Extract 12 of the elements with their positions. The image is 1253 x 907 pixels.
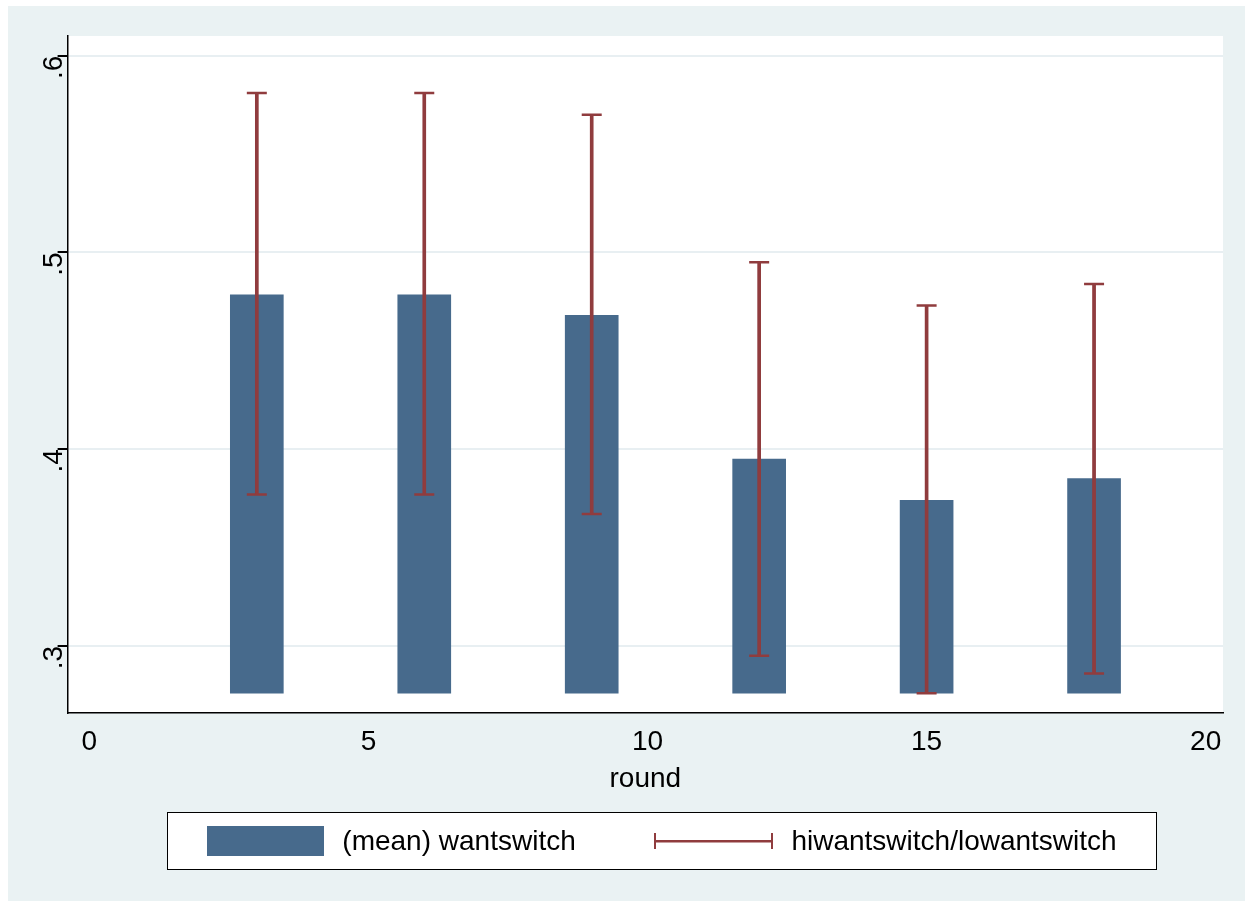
x-tick-label: 5 xyxy=(360,725,377,757)
legend-label: hiwantswitch/lowantswitch xyxy=(791,825,1117,857)
y-tick-label: .4 xyxy=(37,449,69,473)
x-tick-label: 15 xyxy=(911,725,943,757)
y-tick-label: .3 xyxy=(37,645,69,670)
y-tick-label: .5 xyxy=(37,252,69,276)
x-axis-title: round xyxy=(609,761,682,793)
x-tick-label: 20 xyxy=(1190,725,1222,757)
x-tick-label: 0 xyxy=(81,725,98,757)
y-tick-label: .6 xyxy=(37,55,69,80)
legend-label: (mean) wantswitch xyxy=(342,825,576,857)
x-tick-label: 10 xyxy=(631,725,664,757)
